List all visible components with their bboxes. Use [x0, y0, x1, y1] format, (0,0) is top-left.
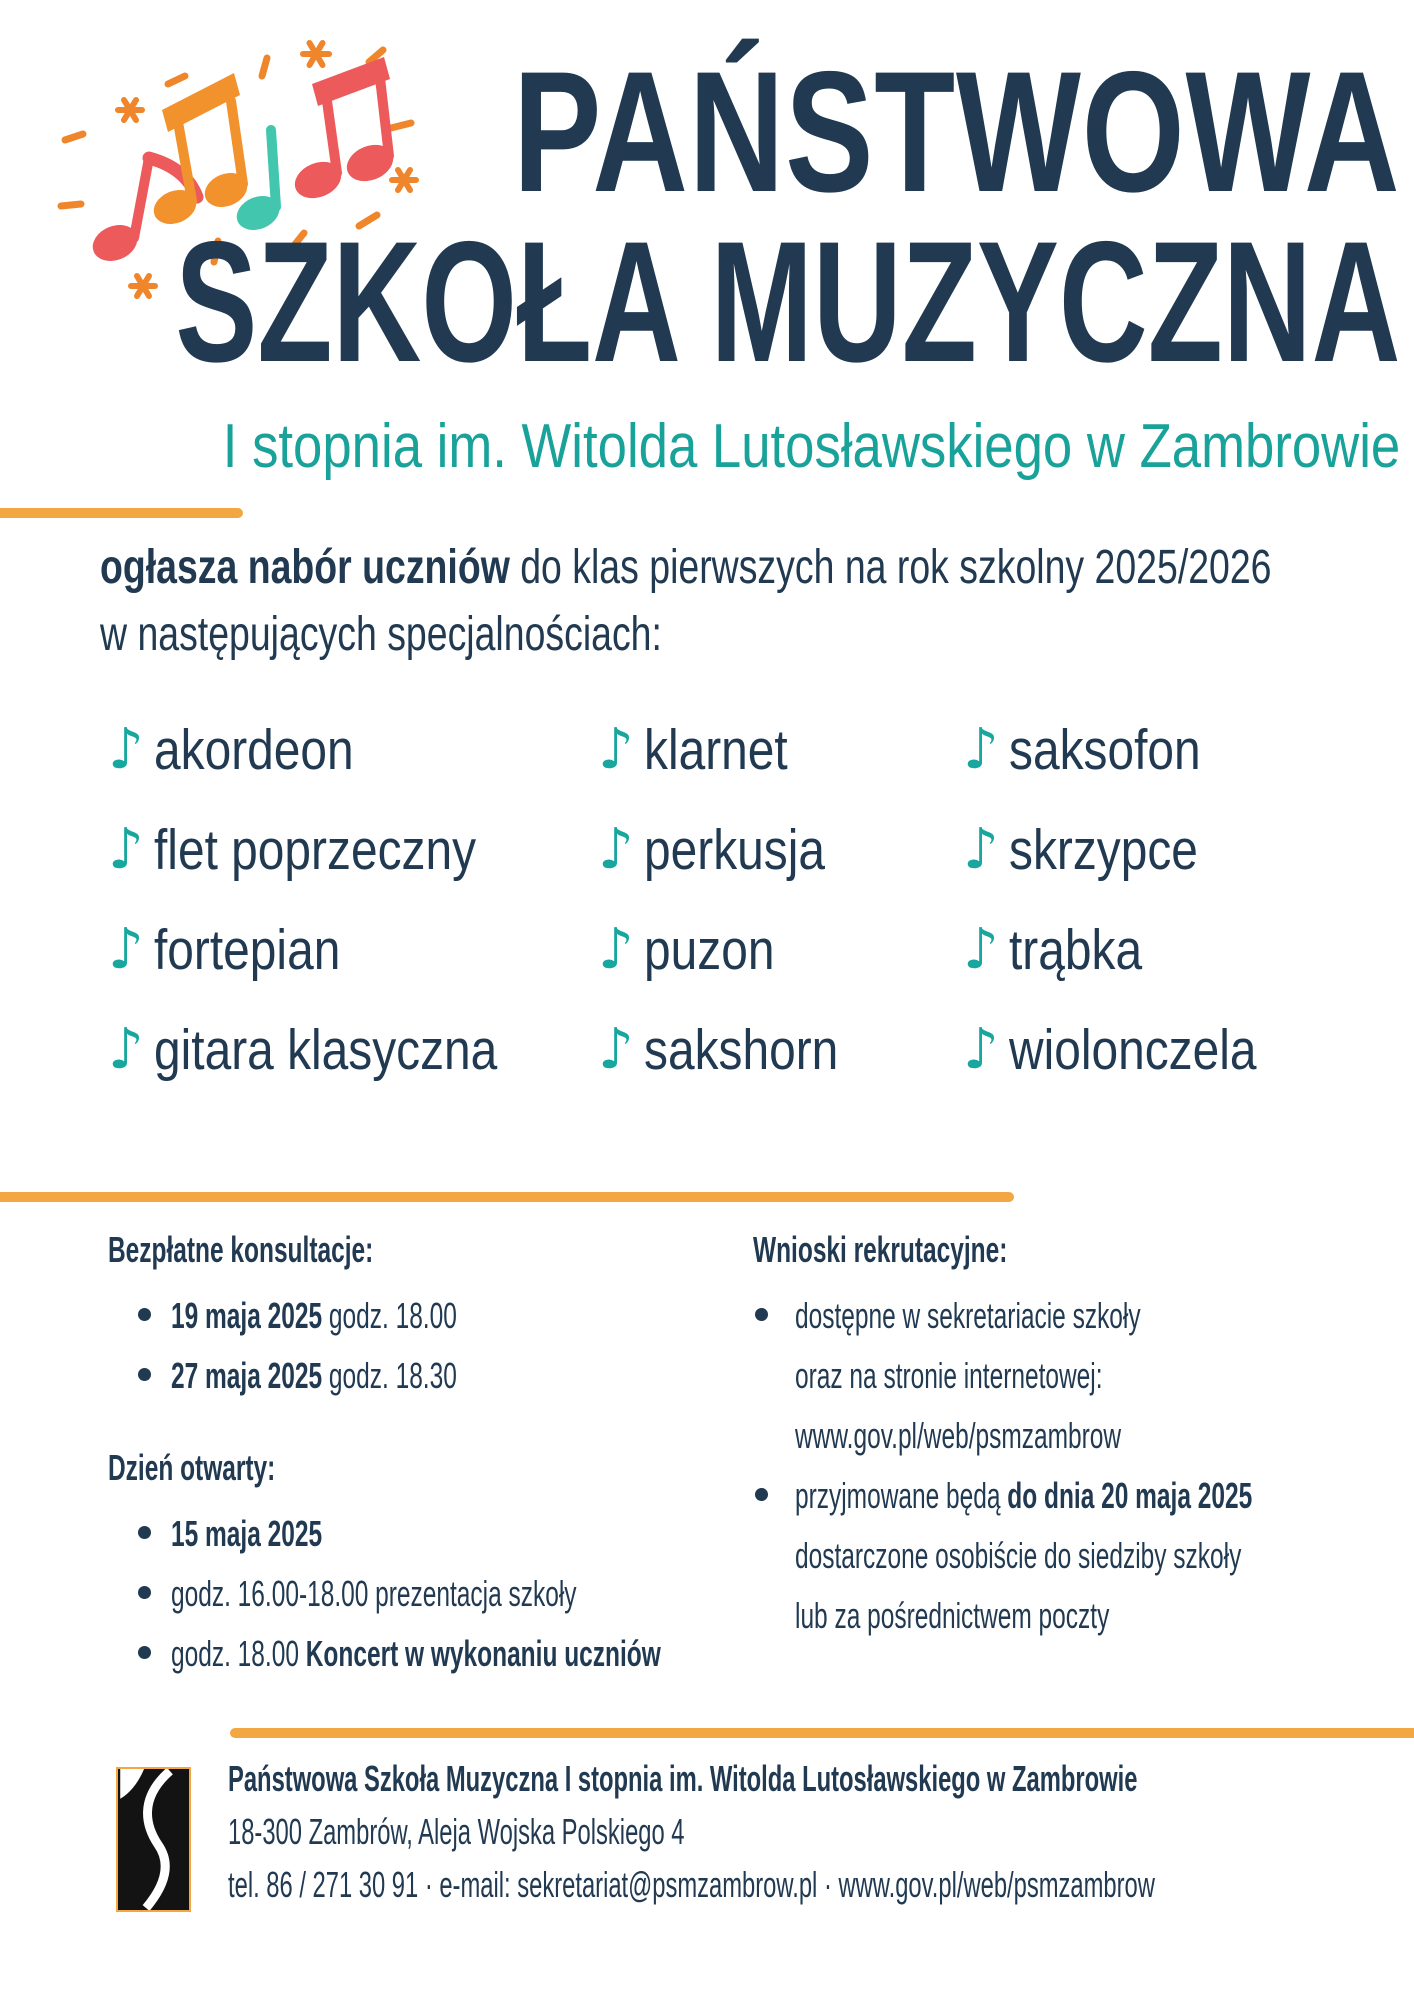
music-note-icon: ♪ — [598, 717, 634, 782]
bullet-dot-icon — [755, 1488, 768, 1501]
consultations-items: 19 maja 2025 godz. 18.00 27 maja 2025 go… — [108, 1286, 1151, 1406]
item-text: dostępne w sekretariacie szkoły oraz na … — [795, 1295, 1141, 1456]
instrument-label: fortepian — [154, 918, 341, 982]
music-note-icon: ♪ — [598, 917, 634, 982]
quarter-note-teal-icon — [236, 125, 281, 230]
instrument-item: ♪ skrzypce — [963, 818, 1323, 918]
instruments-list: ♪ akordeon ♪ klarnet ♪ saksofon ♪ flet poprz… — [108, 718, 1323, 1118]
consultations-heading: Bezpłatne konsultacje: — [108, 1229, 374, 1270]
bullet-dot-icon — [138, 1646, 151, 1659]
beamed-notes-red-icon — [294, 57, 394, 199]
footer-contact: tel. 86 / 271 30 91 · e-mail: sekretaria… — [228, 1864, 1155, 1905]
music-notes-decoration — [57, 40, 419, 299]
instrument-label: wiolonczela — [1009, 1018, 1257, 1082]
intro-bold-text: ogłasza nabór uczniów — [100, 541, 510, 594]
instrument-label: trąbka — [1009, 918, 1143, 982]
list-item: dostępne w sekretariacie szkoły oraz na … — [753, 1286, 1414, 1466]
instrument-label: saksofon — [1009, 718, 1201, 782]
instrument-label: flet poprzeczny — [154, 818, 477, 882]
sparkle-icon — [115, 40, 419, 299]
footer-school-name: Państwowa Szkoła Muzyczna I stopnia im. … — [228, 1758, 1138, 1799]
bullet-dot-icon — [755, 1308, 768, 1321]
school-logo-glyph — [118, 1769, 189, 1910]
bullet-dot-icon — [138, 1586, 151, 1599]
item-text: godz. 18.00 — [322, 1295, 457, 1336]
item-text: dostarczone osobiście do siedziby szkoły… — [795, 1535, 1242, 1636]
music-note-icon: ♪ — [108, 1017, 144, 1082]
consultations-column: Bezpłatne konsultacje: 19 maja 2025 godz… — [108, 1228, 1151, 1684]
instrument-label: perkusja — [644, 818, 825, 882]
poster-title-line2: SZKOŁA MUZYCZNA — [174, 206, 1400, 398]
item-bold-text: 15 maja 2025 — [171, 1513, 323, 1554]
music-note-icon: ♪ — [598, 1017, 634, 1082]
orange-rule-top — [0, 508, 243, 518]
open-day-heading: Dzień otwarty: — [108, 1447, 276, 1488]
orange-rule-footer — [230, 1728, 1414, 1738]
instrument-label: sakshorn — [644, 1018, 839, 1082]
item-text: godz. 18.30 — [322, 1355, 457, 1396]
list-item: 19 maja 2025 godz. 18.00 — [108, 1286, 1151, 1346]
instrument-item: ♪ saksofon — [963, 718, 1323, 818]
music-note-icon: ♪ — [963, 917, 999, 982]
list-item: przyjmowane będą do dnia 20 maja 2025 do… — [753, 1466, 1414, 1646]
intro-paragraph: ogłasza nabór uczniów do klas pierwszych… — [100, 534, 1414, 668]
footer: Państwowa Szkoła Muzyczna I stopnia im. … — [228, 1752, 1414, 1911]
music-note-icon: ♪ — [963, 1017, 999, 1082]
item-text: godz. 18.00 — [171, 1633, 306, 1674]
list-item: godz. 18.00 Koncert w wykonaniu uczniów — [108, 1624, 1151, 1684]
music-note-icon: ♪ — [598, 817, 634, 882]
instrument-item: ♪ perkusja — [598, 818, 963, 918]
music-note-icon: ♪ — [108, 917, 144, 982]
beamed-notes-orange-icon — [153, 73, 248, 224]
applications-heading: Wnioski rekrutacyjne: — [753, 1229, 1008, 1270]
item-text: przyjmowane będą — [795, 1475, 1008, 1516]
bullet-dot-icon — [138, 1308, 151, 1321]
item-bold-text: do dnia 20 maja 2025 — [1007, 1475, 1253, 1516]
instrument-item: ♪ wiolonczela — [963, 1018, 1323, 1118]
poster-subtitle: I stopnia im. Witolda Lutosławskiego w Z… — [222, 412, 1400, 481]
instrument-item: ♪ sakshorn — [598, 1018, 963, 1118]
dash-sparks — [57, 46, 415, 266]
music-note-icon: ♪ — [963, 817, 999, 882]
instrument-item: ♪ puzon — [598, 918, 963, 1018]
open-day-items: 15 maja 2025 godz. 16.00-18.00 prezentac… — [108, 1504, 1151, 1684]
intro-rest-text: do klas pierwszych na rok szkolny 2025/2… — [100, 541, 1272, 661]
instrument-item: ♪ akordeon — [108, 718, 598, 818]
music-note-icon: ♪ — [108, 817, 144, 882]
music-note-icon: ♪ — [108, 717, 144, 782]
item-bold-text: 19 maja 2025 — [171, 1295, 323, 1336]
instrument-item: ♪ klarnet — [598, 718, 963, 818]
poster-title-line1: PAŃSTWOWA — [512, 36, 1400, 228]
footer-address: 18-300 Zambrów, Aleja Wojska Polskiego 4 — [228, 1811, 685, 1852]
instrument-item: ♪ trąbka — [963, 918, 1323, 1018]
bullet-dot-icon — [138, 1526, 151, 1539]
instrument-item: ♪ gitara klasyczna — [108, 1018, 598, 1118]
applications-column: Wnioski rekrutacyjne: dostępne w sekreta… — [753, 1228, 1414, 1646]
applications-items: dostępne w sekretariacie szkoły oraz na … — [753, 1286, 1414, 1646]
item-bold-text: Koncert w wykonaniu uczniów — [305, 1633, 661, 1674]
bullet-dot-icon — [138, 1368, 151, 1381]
item-bold-text: 27 maja 2025 — [171, 1355, 323, 1396]
item-text: godz. 16.00-18.00 prezentacja szkoły — [171, 1573, 577, 1614]
instrument-label: puzon — [644, 918, 775, 982]
orange-rule-middle — [0, 1192, 1014, 1202]
list-item: 27 maja 2025 godz. 18.30 — [108, 1346, 1151, 1406]
instrument-label: gitara klasyczna — [154, 1018, 498, 1082]
instrument-label: akordeon — [154, 718, 354, 782]
instrument-label: skrzypce — [1009, 818, 1198, 882]
list-item: godz. 16.00-18.00 prezentacja szkoły — [108, 1564, 1151, 1624]
instrument-label: klarnet — [644, 718, 788, 782]
music-note-icon: ♪ — [963, 717, 999, 782]
instrument-item: ♪ fortepian — [108, 918, 598, 1018]
school-logo — [116, 1767, 191, 1912]
instrument-item: ♪ flet poprzeczny — [108, 818, 598, 918]
list-item: 15 maja 2025 — [108, 1504, 1151, 1564]
